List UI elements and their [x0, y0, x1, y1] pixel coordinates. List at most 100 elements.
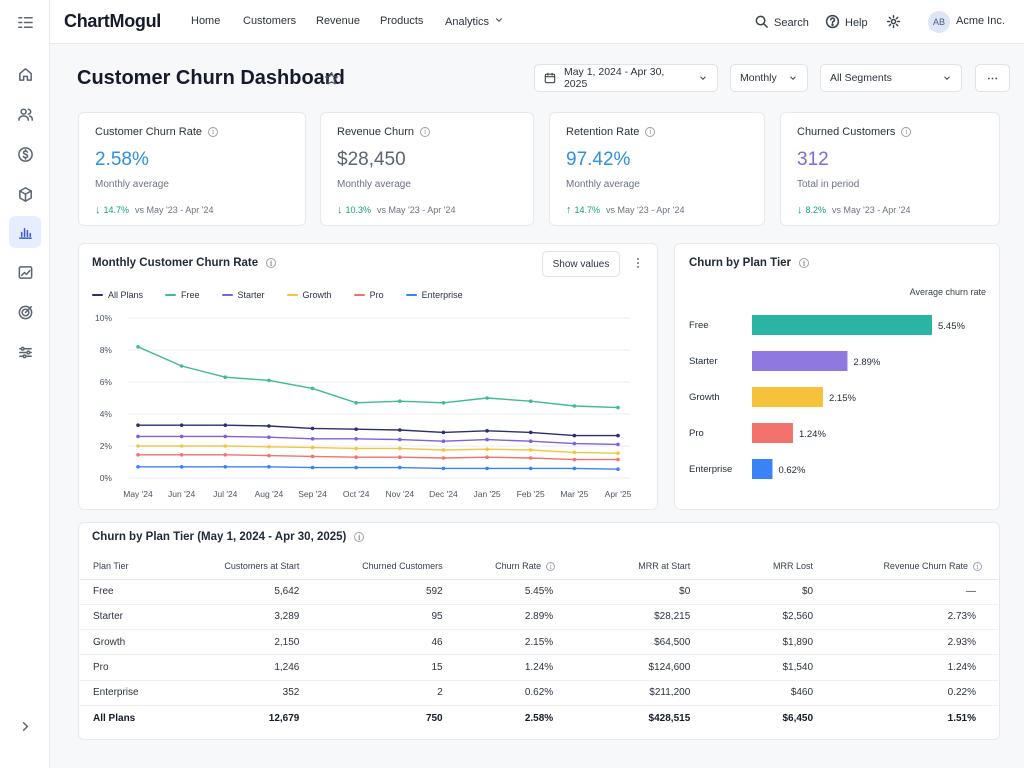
more-vertical-icon[interactable]: [634, 256, 642, 275]
dollar-icon[interactable]: [9, 138, 41, 170]
info-icon[interactable]: i: [546, 562, 556, 571]
data-point[interactable]: [485, 447, 489, 451]
data-point[interactable]: [136, 434, 140, 439]
data-point[interactable]: [485, 396, 489, 400]
data-point[interactable]: [572, 433, 577, 438]
nav-customers[interactable]: Customers: [243, 15, 297, 27]
data-point[interactable]: [485, 466, 489, 471]
data-point[interactable]: [267, 435, 271, 439]
data-point[interactable]: [136, 465, 140, 469]
column-header[interactable]: Revenue Churn Rate i: [829, 553, 998, 580]
show-values-button[interactable]: Show values: [542, 251, 620, 277]
data-point[interactable]: [398, 399, 402, 403]
data-point[interactable]: [441, 466, 446, 471]
data-point[interactable]: [398, 437, 402, 442]
help-button[interactable]: Help: [825, 14, 868, 32]
more-options-button[interactable]: [975, 64, 1010, 92]
data-point[interactable]: [398, 446, 402, 451]
data-point[interactable]: [310, 437, 315, 441]
settings-button[interactable]: [886, 14, 901, 32]
data-point[interactable]: [485, 437, 489, 442]
data-point[interactable]: [179, 423, 184, 427]
bar[interactable]: [752, 459, 773, 479]
data-point[interactable]: [354, 401, 358, 405]
data-point[interactable]: [616, 433, 620, 438]
legend-item[interactable]: Enterprise: [405, 290, 463, 300]
data-point[interactable]: [441, 439, 446, 443]
info-icon[interactable]: i: [354, 532, 365, 542]
data-point[interactable]: [441, 456, 446, 460]
data-point[interactable]: [616, 442, 620, 447]
data-point[interactable]: [528, 439, 533, 443]
data-point[interactable]: [136, 345, 140, 349]
data-point[interactable]: [398, 455, 402, 459]
bar[interactable]: [752, 423, 793, 443]
trend-chart-icon[interactable]: [9, 256, 41, 288]
column-header[interactable]: Churned Customers: [315, 553, 459, 580]
legend-item[interactable]: Free: [165, 290, 200, 300]
table-row[interactable]: Growth 2,150 46 2.15% $64,500 $1,890 2.93%: [80, 629, 998, 656]
data-point[interactable]: [441, 430, 446, 435]
legend-item[interactable]: Pro: [353, 290, 384, 300]
data-point[interactable]: [136, 453, 140, 457]
data-point[interactable]: [310, 465, 315, 470]
data-point[interactable]: [223, 444, 228, 448]
app-logo[interactable]: ChartMogul: [64, 11, 161, 31]
column-header[interactable]: Churn Rate i: [458, 553, 572, 580]
nav-home[interactable]: Home: [191, 15, 221, 27]
data-point[interactable]: [354, 427, 358, 431]
info-icon[interactable]: i: [420, 127, 431, 137]
data-point[interactable]: [485, 455, 489, 459]
data-point[interactable]: [528, 466, 533, 471]
data-point[interactable]: [572, 450, 577, 455]
info-icon[interactable]: i: [901, 127, 912, 137]
data-point[interactable]: [485, 429, 489, 433]
bar[interactable]: [752, 315, 932, 335]
column-header[interactable]: MRR Lost: [706, 553, 830, 580]
data-point[interactable]: [267, 453, 271, 458]
data-point[interactable]: [310, 426, 315, 431]
data-point[interactable]: [267, 424, 271, 428]
data-point[interactable]: [179, 453, 184, 457]
nav-products[interactable]: Products: [380, 15, 424, 27]
info-icon[interactable]: i: [266, 258, 277, 268]
column-header[interactable]: Plan Tier: [80, 553, 162, 580]
nav-analytics[interactable]: Analytics: [445, 15, 504, 28]
data-point[interactable]: [310, 386, 315, 391]
data-point[interactable]: [179, 364, 184, 368]
table-row[interactable]: Enterprise 352 2 0.62% $211,200 $460 0.22%: [80, 680, 998, 706]
data-point[interactable]: [267, 378, 271, 383]
data-point[interactable]: [528, 430, 533, 435]
data-point[interactable]: [267, 445, 271, 449]
data-point[interactable]: [354, 455, 358, 459]
table-row[interactable]: Free 5,642 592 5.45% $0 $0—: [80, 579, 998, 605]
data-point[interactable]: [179, 434, 184, 439]
data-point[interactable]: [528, 456, 533, 460]
data-point[interactable]: [616, 405, 620, 410]
avatar[interactable]: AB: [928, 11, 950, 33]
data-point[interactable]: [179, 465, 184, 469]
search-button[interactable]: Search: [754, 14, 809, 32]
data-point[interactable]: [528, 448, 533, 452]
data-point[interactable]: [310, 445, 315, 450]
data-point[interactable]: [310, 454, 315, 459]
data-point[interactable]: [136, 423, 140, 427]
data-point[interactable]: [528, 399, 533, 403]
data-point[interactable]: [572, 457, 577, 462]
legend-item[interactable]: All Plans: [92, 290, 143, 300]
info-icon[interactable]: i: [208, 127, 218, 137]
table-row[interactable]: Pro 1,246 15 1.24% $124,600 $1,540 1.24%: [80, 654, 998, 681]
data-point[interactable]: [136, 444, 140, 448]
legend-item[interactable]: Growth: [286, 290, 332, 300]
bar[interactable]: [752, 387, 824, 407]
data-point[interactable]: [616, 467, 620, 471]
data-point[interactable]: [223, 434, 228, 439]
interval-select[interactable]: Monthly: [730, 64, 808, 92]
target-icon[interactable]: [9, 296, 41, 328]
data-point[interactable]: [441, 448, 446, 452]
segment-select[interactable]: All Segments: [820, 64, 962, 92]
data-point[interactable]: [223, 423, 228, 427]
data-point[interactable]: [441, 401, 446, 405]
data-point[interactable]: [616, 451, 620, 455]
column-header[interactable]: Customers at Start: [161, 553, 316, 580]
